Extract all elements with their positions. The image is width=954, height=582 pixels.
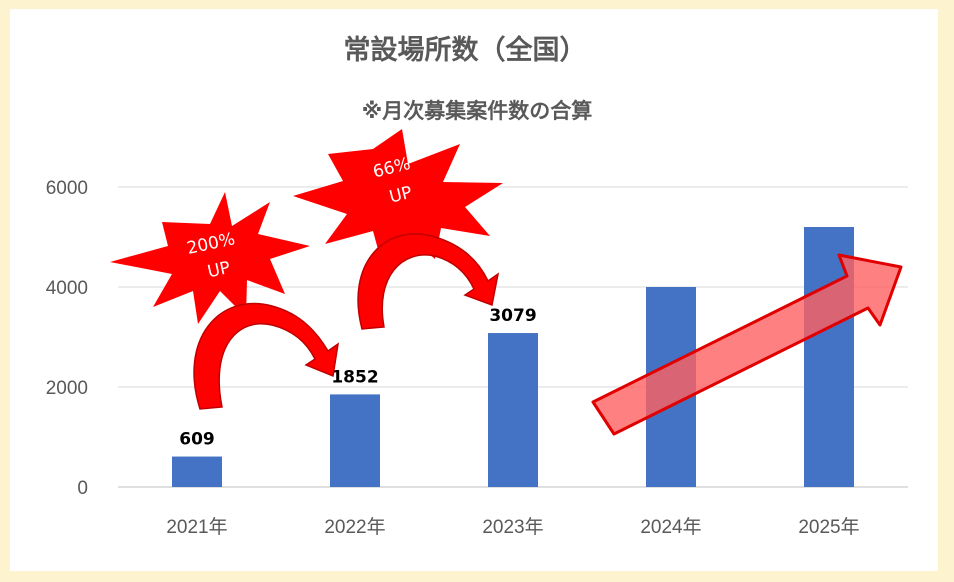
y-tick-label: 6000: [46, 178, 88, 199]
trend-arrow-shape: [591, 253, 903, 436]
bar: [488, 333, 538, 487]
trend-arrow: [591, 253, 903, 436]
chart-title: 常設場所数（全国）: [344, 34, 587, 66]
y-tick-label: 2000: [46, 378, 88, 399]
data-label: 1852: [331, 367, 378, 387]
burst-shape: [293, 129, 503, 264]
chart-subtitle: ※月次募集案件数の合算: [362, 99, 592, 123]
x-tick-label: 2022年: [324, 516, 385, 538]
chart-frame: 常設場所数（全国） ※月次募集案件数の合算 0 2000 4000 6000 2021…: [10, 9, 938, 571]
burst-200-up: 200% UP: [110, 192, 310, 324]
burst-label-line2: UP: [206, 258, 232, 282]
curved-arrow-shape: [357, 233, 500, 330]
burst-66-up: 66% UP: [293, 129, 503, 264]
y-tick-label: 4000: [46, 278, 88, 299]
data-label: 3079: [489, 306, 536, 326]
x-tick-label: 2021年: [166, 516, 227, 538]
x-tick-label: 2025年: [798, 516, 859, 538]
y-tick-label: 0: [77, 478, 88, 499]
bar: [172, 456, 222, 487]
bar-chart: 常設場所数（全国） ※月次募集案件数の合算 0 2000 4000 6000 2021…: [46, 34, 908, 538]
curved-arrow-2022-2023: [357, 233, 500, 330]
curved-arrow-2021-2022: [193, 302, 340, 410]
curved-arrow-shape: [193, 302, 340, 410]
burst-shape: [110, 192, 310, 324]
x-tick-label: 2023年: [482, 516, 543, 538]
bar: [330, 394, 380, 487]
x-tick-label: 2024年: [640, 516, 701, 538]
data-label: 609: [179, 430, 215, 450]
